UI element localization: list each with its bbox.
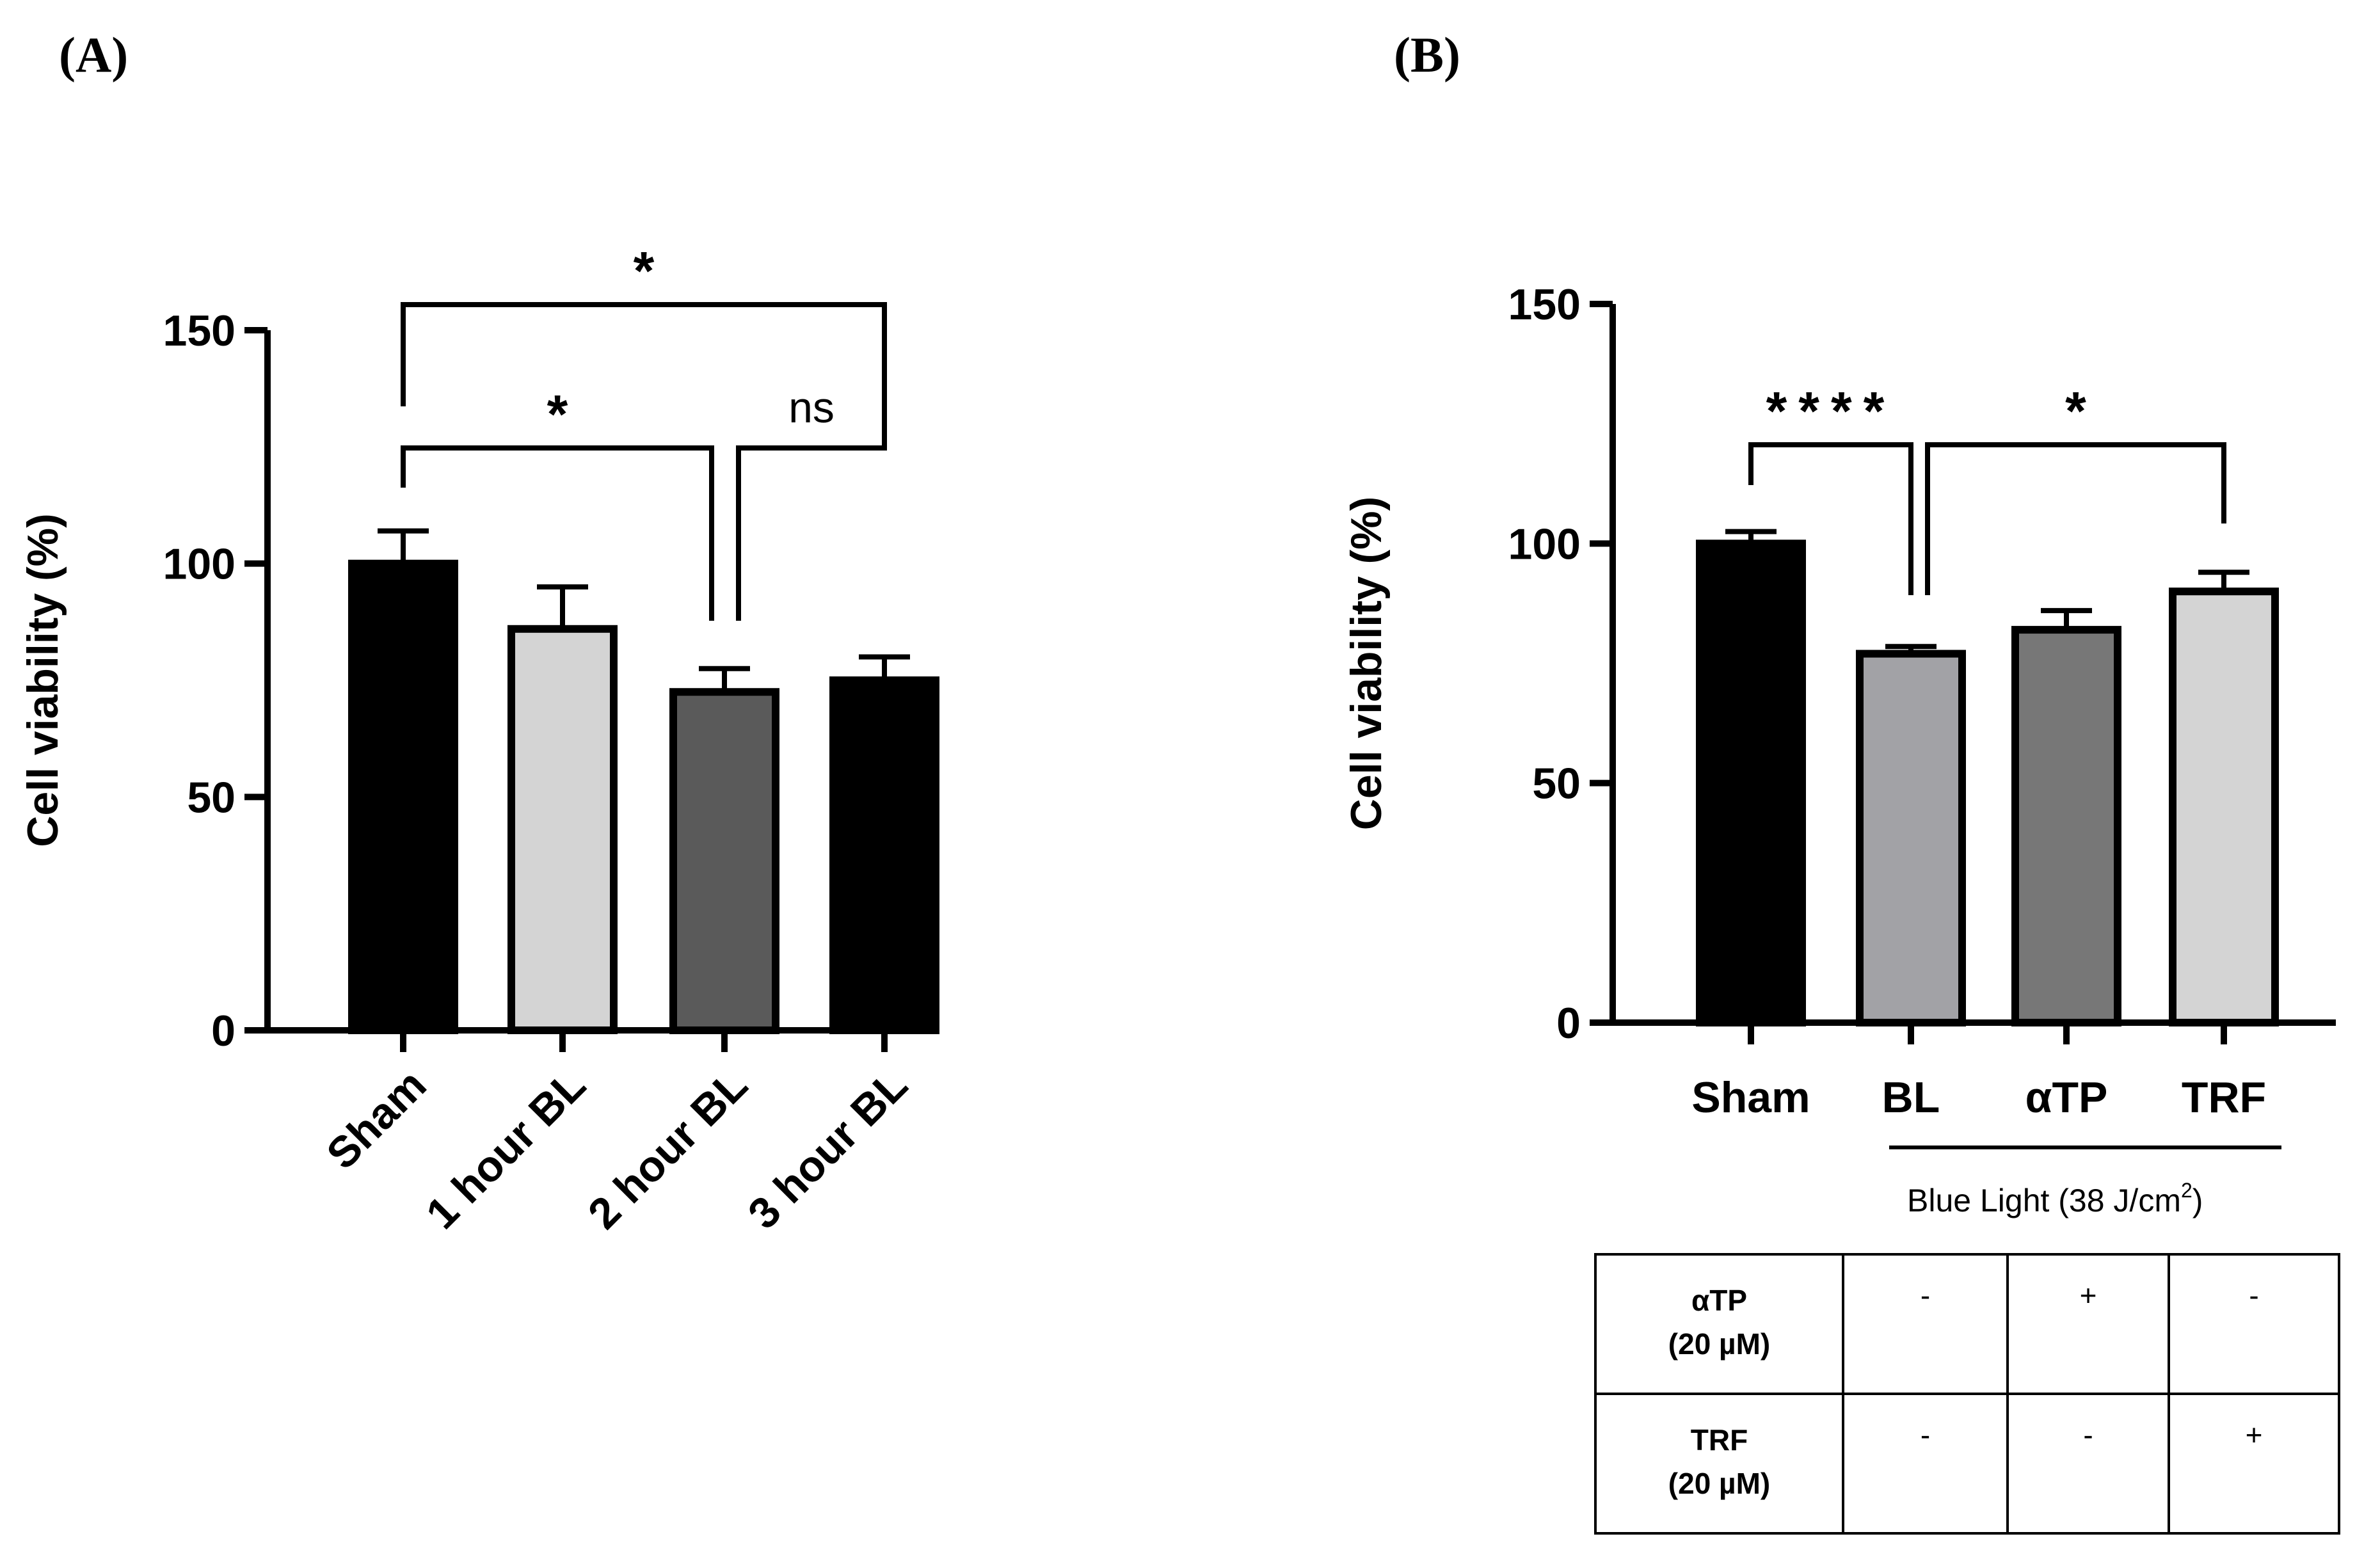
x-tick-label: 1 hour BL (417, 1060, 595, 1238)
x-tick-label: αTP (2025, 1073, 2108, 1122)
bar-sham (1696, 539, 1806, 1026)
significance-bracket (736, 406, 887, 621)
significance-bracket (1925, 442, 2226, 595)
table-cell: - (2249, 1279, 2258, 1312)
table-row-label: TRF (1691, 1423, 1748, 1457)
y-tick-label: 150 (163, 307, 236, 355)
bar-trf (2169, 587, 2279, 1026)
bar-1-hour-bl (507, 625, 618, 1034)
table-cell: + (2246, 1418, 2263, 1451)
y-tick-label: 50 (187, 773, 236, 822)
x-tick-label: Sham (1691, 1073, 1810, 1122)
significance-label: ns (788, 383, 835, 432)
bar-3-hour-bl (829, 676, 939, 1034)
bar--tp (2011, 626, 2121, 1026)
y-tick-label: 150 (1508, 280, 1581, 329)
y-axis-label: Cell viability (%) (19, 513, 67, 847)
y-tick-label: 100 (163, 540, 236, 589)
x-tick-label: BL (1882, 1073, 1940, 1122)
y-tick-label: 50 (1532, 760, 1581, 808)
condition-table: αTP (20 µM) - + - TRF (20 µM) - - + (1594, 1253, 2340, 1535)
table-cell: - (1921, 1418, 1930, 1451)
bar-sham (348, 559, 458, 1034)
panel-a-label: (A) (59, 27, 128, 83)
x-tick-label: TRF (2182, 1073, 2266, 1122)
significance-bracket (1748, 442, 1913, 595)
bar-bl (1856, 650, 1966, 1026)
y-axis-label: Cell viability (%) (1342, 497, 1391, 830)
significance-label: * (2065, 381, 2086, 441)
table-cell: + (2080, 1279, 2097, 1312)
y-tick-label: 100 (1508, 520, 1581, 568)
y-tick-label: 0 (211, 1007, 236, 1055)
significance-bracket (401, 302, 887, 406)
table-row-concentration: (20 µM) (1668, 1467, 1770, 1500)
x-tick-label: Sham (317, 1060, 436, 1179)
significance-label: * (634, 241, 655, 301)
chart-b: 0 50 100 150 Cell viability (%) Sham BL αTP TRF *… (1342, 280, 2336, 1218)
x-tick-label: 2 hour BL (579, 1060, 756, 1238)
x-tick-label: 3 hour BL (739, 1060, 916, 1238)
significance-label: **** (1766, 381, 1896, 441)
blue-light-group-label: Blue Light (38 J/cm2) (1907, 1179, 2203, 1218)
significance-bracket (401, 445, 714, 621)
table-cell: - (1921, 1279, 1930, 1312)
panel-b-label: (B) (1394, 27, 1460, 83)
significance-label: * (547, 384, 568, 444)
table-row-label: αTP (1691, 1284, 1747, 1317)
y-tick-label: 0 (1556, 999, 1581, 1048)
table-row-concentration: (20 µM) (1668, 1327, 1770, 1361)
bar-2-hour-bl (669, 688, 779, 1034)
table-cell: - (2083, 1418, 2093, 1451)
